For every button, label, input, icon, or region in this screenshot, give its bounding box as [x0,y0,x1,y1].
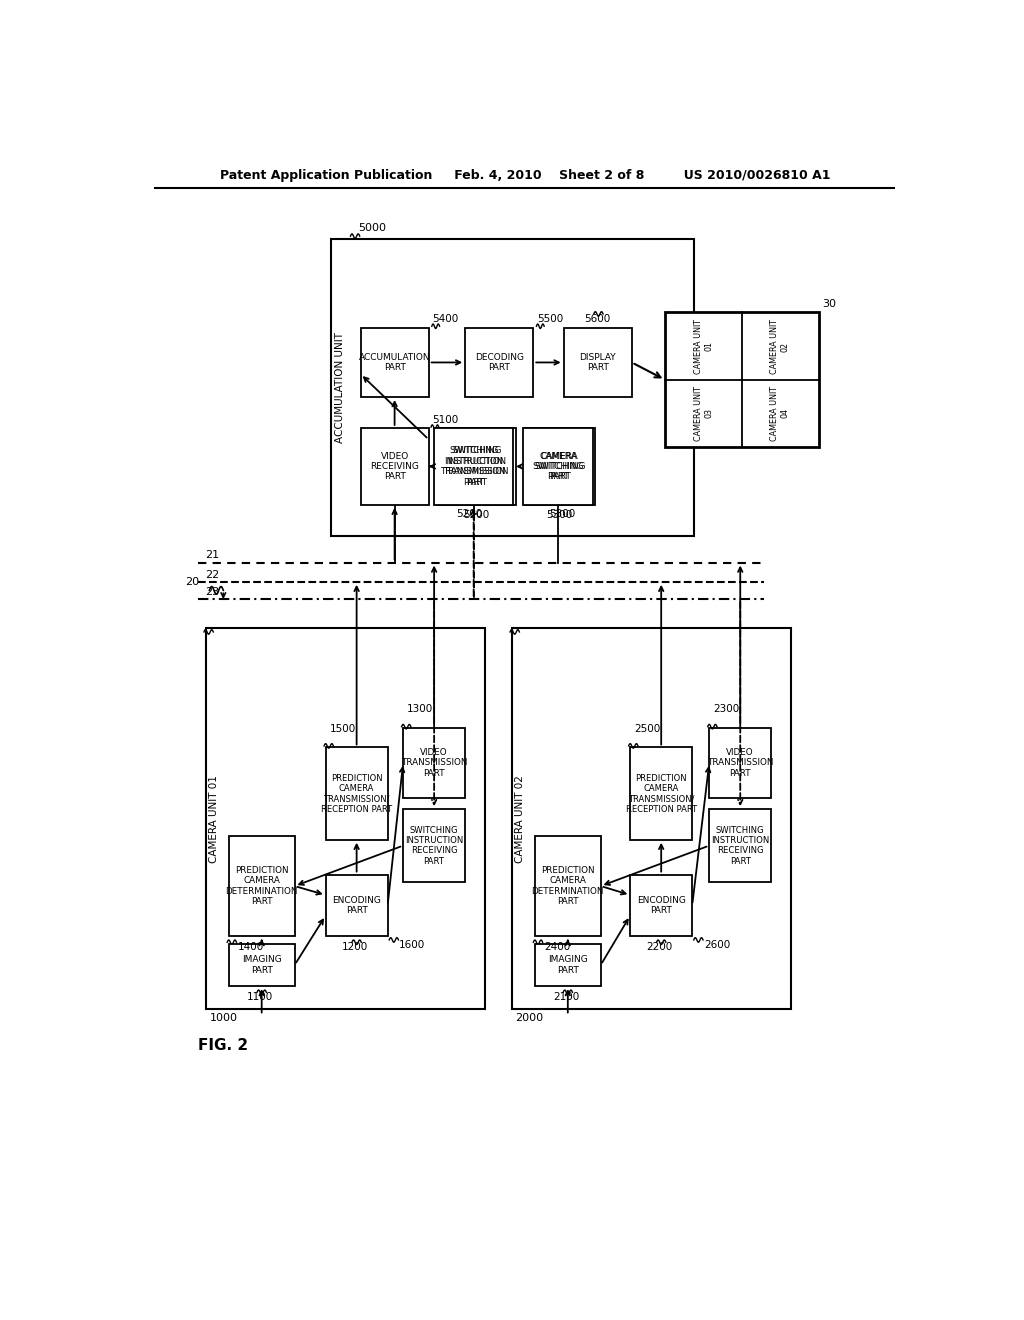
Text: 2100: 2100 [553,991,580,1002]
Bar [535,944,601,986]
Text: VIDEO
RECEIVING
PART: VIDEO RECEIVING PART [370,451,419,482]
Text: ACCUMULATION
PART: ACCUMULATION PART [358,352,430,372]
Bar [563,327,632,397]
Text: SWITCHING
INSTRUCTION
TRANSMISSION
PART: SWITCHING INSTRUCTION TRANSMISSION PART [444,446,510,487]
Text: 5100: 5100 [432,414,458,425]
Text: DISPLAY
PART: DISPLAY PART [580,352,616,372]
Text: Patent Application Publication     Feb. 4, 2010    Sheet 2 of 8         US 2010/: Patent Application Publication Feb. 4, 2… [219,169,830,182]
Text: PREDICTION
CAMERA
TRANSMISSION/
RECEPTION PART: PREDICTION CAMERA TRANSMISSION/ RECEPTIO… [322,774,392,813]
Text: VIDEO
TRANSMISSION
PART: VIDEO TRANSMISSION PART [401,748,467,777]
Text: DECODING
PART: DECODING PART [475,352,523,372]
Text: FIG. 2: FIG. 2 [198,1038,248,1053]
Text: SWITCHING
INSTRUCTION
RECEIVING
PART: SWITCHING INSTRUCTION RECEIVING PART [711,825,769,866]
Text: 1000: 1000 [209,1014,238,1023]
Text: 23: 23 [206,586,219,597]
Bar [228,944,295,986]
Text: 1200: 1200 [342,941,369,952]
Text: CAMERA UNIT 01: CAMERA UNIT 01 [209,775,219,862]
Text: 5200: 5200 [457,508,483,519]
Bar [512,628,791,1010]
Text: 22: 22 [206,570,220,579]
Text: 1500: 1500 [330,723,355,734]
Bar [438,428,515,506]
Bar [360,428,429,506]
Bar [228,836,295,936]
Text: PREDICTION
CAMERA
DETERMINATION
PART: PREDICTION CAMERA DETERMINATION PART [225,866,298,906]
Text: PREDICTION
CAMERA
TRANSMISSION/
RECEPTION PART: PREDICTION CAMERA TRANSMISSION/ RECEPTIO… [626,774,696,813]
Text: PREDICTION
CAMERA
DETERMINATION
PART: PREDICTION CAMERA DETERMINATION PART [531,866,604,906]
Text: ENCODING
PART: ENCODING PART [637,895,686,915]
Text: CAMERA
SWITCHING
PART: CAMERA SWITCHING PART [532,451,584,482]
Text: 5600: 5600 [585,314,610,323]
Text: 5000: 5000 [358,223,386,234]
Text: 1300: 1300 [407,705,433,714]
Text: 30: 30 [822,298,837,309]
Text: 5200: 5200 [464,511,489,520]
Text: ACCUMULATION UNIT: ACCUMULATION UNIT [335,331,344,444]
Text: IMAGING
PART: IMAGING PART [242,956,282,974]
Bar [326,747,388,840]
Bar [326,874,388,936]
Text: 2200: 2200 [646,941,673,952]
Bar [535,836,601,936]
Bar [206,628,484,1010]
Bar [630,874,692,936]
Text: SWITCHING
INSTRUCTION
TRANSMISSION
PART: SWITCHING INSTRUCTION TRANSMISSION PART [441,446,507,487]
Text: ENCODING
PART: ENCODING PART [332,895,381,915]
Text: 2600: 2600 [703,940,730,950]
Text: CAMERA UNIT
03: CAMERA UNIT 03 [693,385,713,441]
Text: 20: 20 [185,577,200,586]
Text: 1100: 1100 [247,991,273,1002]
Bar [403,809,465,882]
Bar [434,428,513,506]
Bar [465,327,534,397]
Text: CAMERA
SWITCHING
PART: CAMERA SWITCHING PART [534,451,586,482]
Text: 5500: 5500 [538,314,563,323]
Bar [360,327,429,397]
Text: SWITCHING
INSTRUCTION
RECEIVING
PART: SWITCHING INSTRUCTION RECEIVING PART [406,825,463,866]
Text: 1400: 1400 [238,941,264,952]
Bar [710,729,771,797]
Bar [630,747,692,840]
Text: 2500: 2500 [634,723,660,734]
Text: 2400: 2400 [544,941,570,952]
Bar [524,428,595,506]
Text: VIDEO
TRANSMISSION
PART: VIDEO TRANSMISSION PART [707,748,773,777]
Text: 2300: 2300 [713,705,739,714]
Text: IMAGING
PART: IMAGING PART [548,956,588,974]
Text: 5400: 5400 [432,314,459,323]
Text: CAMERA UNIT
04: CAMERA UNIT 04 [770,385,790,441]
Text: 21: 21 [206,550,219,561]
Text: 2000: 2000 [515,1014,544,1023]
Bar [665,313,818,447]
Text: 5300: 5300 [547,511,572,520]
Bar [710,809,771,882]
Text: 1600: 1600 [399,940,426,950]
Text: CAMERA UNIT
02: CAMERA UNIT 02 [770,319,790,374]
Text: CAMERA UNIT 02: CAMERA UNIT 02 [515,775,525,862]
Bar [523,428,593,506]
Bar [331,239,693,536]
Text: CAMERA UNIT
01: CAMERA UNIT 01 [693,319,713,374]
Text: 5300: 5300 [549,508,575,519]
Bar [403,729,465,797]
